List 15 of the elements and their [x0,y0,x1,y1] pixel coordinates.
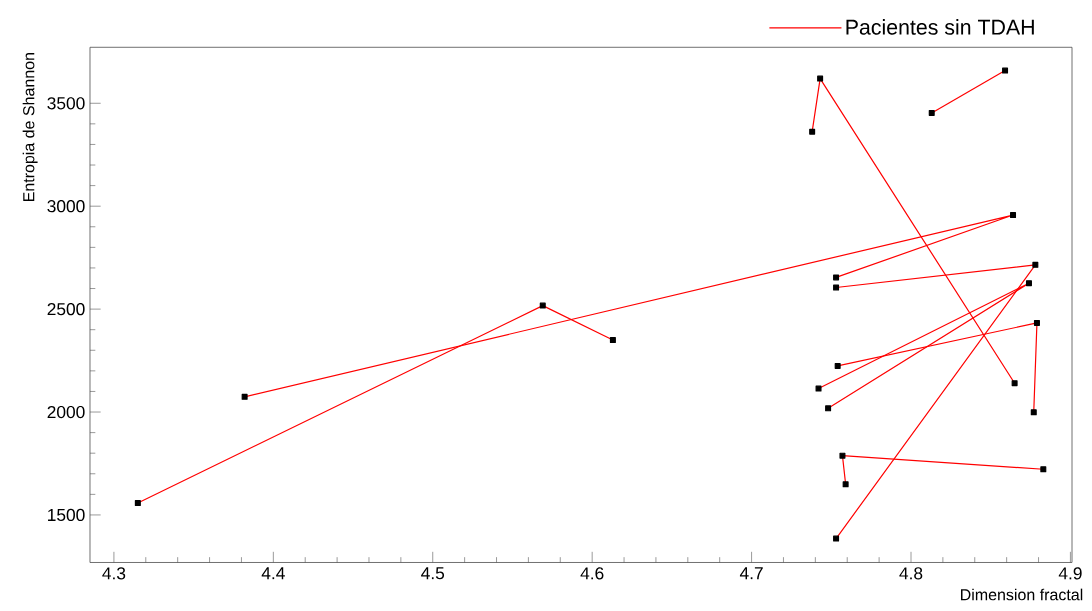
x-tick-label: 4.4 [261,567,285,580]
x-tick-label: 4.3 [102,567,126,580]
y-axis-title: Entropia de Shannon [22,53,38,202]
y-tick-label: 3000 [47,200,85,213]
x-tick-label: 4.6 [580,567,604,580]
x-tick-label: 4.7 [739,567,763,580]
legend-label: Pacientes sin TDAH [846,19,1034,35]
y-tick-label: 2000 [47,405,85,419]
x-tick-label: 4.8 [899,567,923,580]
y-tick-label: 1500 [48,508,85,522]
y-tick-label: 2500 [47,302,85,316]
x-tick-label: 4.9 [1058,567,1082,580]
y-tick-label: 3500 [47,97,85,110]
x-axis-title: Dimension fractal [961,588,1083,601]
x-tick-label: 4.5 [421,567,445,580]
